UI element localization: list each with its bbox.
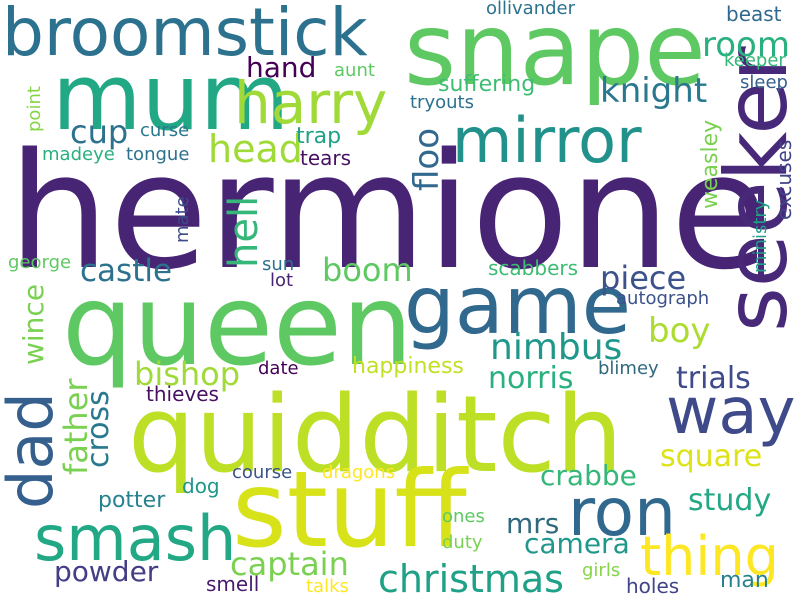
word-trials: trials (676, 361, 751, 396)
word-duty: duty (442, 532, 483, 553)
word-tryouts: tryouts (410, 92, 474, 113)
word-castle: castle (80, 253, 173, 289)
word-harry: harry (234, 69, 388, 137)
word-george: george (8, 252, 72, 273)
word-aunt: aunt (334, 60, 375, 81)
word-camera: camera (524, 527, 630, 560)
word-stuff: stuff (232, 449, 467, 571)
word-knight: knight (600, 71, 708, 111)
word-hell: hell (221, 195, 267, 268)
word-sleep: sleep (740, 72, 788, 93)
word-boom: boom (322, 251, 413, 289)
word-square: square (660, 439, 763, 474)
word-powder: powder (54, 555, 159, 588)
word-wince: wince (17, 283, 50, 365)
word-lot: lot (270, 270, 294, 291)
word-autograph: autograph (616, 288, 710, 309)
word-sun: sun (262, 254, 295, 275)
word-mrs: mrs (506, 507, 560, 540)
word-girls: girls (582, 560, 621, 581)
word-ministry: ministry (750, 199, 771, 273)
word-thieves: thieves (146, 382, 219, 406)
word-holes: holes (626, 574, 680, 598)
word-mum: mum (52, 44, 290, 151)
word-weasley: weasley (698, 119, 723, 209)
word-floo: floo (407, 127, 447, 191)
word-talks: talks (306, 576, 349, 597)
word-snape: snape (404, 0, 706, 108)
word-course: course (232, 462, 293, 483)
word-blimey: blimey (598, 358, 659, 379)
word-way: way (666, 375, 796, 449)
word-cup: cup (70, 113, 129, 151)
word-man: man (720, 568, 769, 593)
word-mirror: mirror (452, 104, 642, 177)
word-smash: smash (34, 502, 237, 575)
word-cross: cross (81, 390, 116, 468)
word-quidditch: quidditch (128, 373, 623, 496)
word-beast: beast (726, 2, 782, 26)
word-dog: dog (182, 474, 220, 498)
word-crabbe: crabbe (540, 459, 637, 492)
word-tongue: tongue (126, 144, 190, 165)
word-happiness: happiness (352, 354, 464, 379)
word-date: date (258, 358, 299, 379)
word-scabbers: scabbers (488, 256, 579, 280)
word-boy: boy (648, 311, 711, 351)
word-norris: norris (488, 361, 574, 396)
word-hand: hand (246, 51, 317, 84)
word-excuses: excuses (772, 139, 796, 220)
word-room: room (702, 25, 790, 65)
word-thing: thing (640, 525, 779, 588)
word-dragons: dragons (322, 462, 396, 483)
word-point: point (24, 86, 45, 132)
word-keeper: keeper (724, 50, 786, 71)
word-potter: potter (98, 488, 166, 513)
word-mate: mate (172, 196, 193, 243)
word-curse: curse (140, 120, 190, 141)
word-dad: dad (0, 392, 67, 509)
word-captain: captain (230, 545, 349, 583)
word-ron: ron (568, 474, 676, 551)
word-study: study (688, 483, 772, 518)
word-broomstick: broomstick (2, 0, 368, 71)
word-nimbus: nimbus (490, 327, 623, 368)
word-madeye: madeye (42, 144, 115, 165)
word-piece: piece (600, 259, 687, 297)
word-trap: trap (296, 124, 342, 149)
word-ollivander: ollivander (486, 0, 576, 19)
word-bishop: bishop (134, 355, 241, 393)
word-game: game (404, 259, 631, 352)
word-smell: smell (206, 572, 260, 596)
word-tears: tears (300, 146, 352, 170)
word-christmas: christmas (378, 557, 564, 600)
word-queen: queen (62, 261, 413, 391)
word-ones: ones (442, 506, 485, 527)
word-suffering: suffering (438, 72, 536, 97)
word-head: head (208, 127, 303, 171)
word-hermione: hermione (8, 118, 769, 305)
